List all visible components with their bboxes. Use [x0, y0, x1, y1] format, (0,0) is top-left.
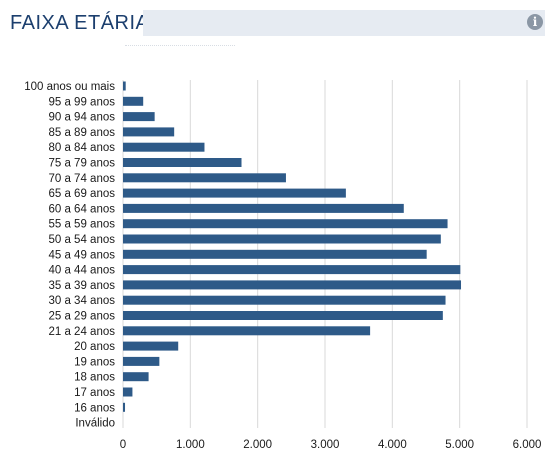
- category-label: 100 anos ou mais: [24, 81, 115, 93]
- category-label: 35 a 39 anos: [48, 280, 115, 292]
- category-label: 55 a 59 anos: [48, 219, 115, 231]
- x-tick-label: 5.000: [445, 439, 474, 451]
- panel-header: FAIXA ETÁRIA i: [10, 10, 545, 36]
- category-label: 30 a 34 anos: [48, 295, 115, 307]
- bar[interactable]: [123, 96, 144, 106]
- category-label: Inválido: [75, 418, 115, 430]
- category-label: 65 a 69 anos: [48, 188, 115, 200]
- category-label: 19 anos: [74, 356, 115, 368]
- category-label: 60 a 64 anos: [48, 203, 115, 215]
- category-label: 18 anos: [74, 372, 115, 384]
- info-icon[interactable]: i: [527, 14, 543, 30]
- bar[interactable]: [123, 341, 179, 351]
- bar[interactable]: [123, 188, 346, 198]
- category-label: 17 anos: [74, 387, 115, 399]
- bar[interactable]: [123, 402, 126, 412]
- bar[interactable]: [123, 112, 155, 122]
- bar[interactable]: [123, 203, 404, 213]
- bar-layer: [123, 81, 462, 412]
- bar[interactable]: [123, 387, 133, 397]
- title-bar: i: [143, 10, 545, 36]
- x-tick-label: 6.000: [513, 439, 542, 451]
- bar[interactable]: [123, 219, 448, 229]
- category-label: 50 a 54 anos: [48, 234, 115, 246]
- category-label: 20 anos: [74, 341, 115, 353]
- category-label: 40 a 44 anos: [48, 265, 115, 277]
- header-divider: [125, 45, 235, 47]
- x-tick-label: 4.000: [378, 439, 407, 451]
- category-label: 95 a 99 anos: [48, 96, 115, 108]
- category-label: 85 a 89 anos: [48, 127, 115, 139]
- bar[interactable]: [123, 356, 160, 366]
- bar[interactable]: [123, 81, 126, 91]
- category-labels: 100 anos ou mais 95 a 99 anos 90 a 94 anos…: [24, 81, 115, 430]
- bar[interactable]: [123, 372, 149, 382]
- panel-title: FAIXA ETÁRIA: [10, 12, 150, 34]
- bar[interactable]: [123, 234, 441, 244]
- x-tick-label: 0: [120, 439, 126, 451]
- bar[interactable]: [123, 295, 446, 305]
- category-label: 16 anos: [74, 402, 115, 414]
- bar[interactable]: [123, 158, 242, 167]
- category-label: 45 a 49 anos: [48, 249, 115, 261]
- bar[interactable]: [123, 142, 205, 152]
- bar[interactable]: [123, 280, 462, 290]
- bar[interactable]: [123, 311, 443, 320]
- category-label: 25 a 29 anos: [48, 311, 115, 323]
- bar[interactable]: [123, 127, 175, 137]
- bar[interactable]: [123, 326, 371, 336]
- bar[interactable]: [123, 265, 461, 275]
- category-label: 21 a 24 anos: [48, 326, 115, 338]
- x-tick-labels: 0 1.000 2.000 3.000 4.000 5.000 6.000: [120, 439, 542, 451]
- category-label: 70 a 74 anos: [48, 173, 115, 185]
- x-tick-label: 3.000: [311, 439, 340, 451]
- x-tick-label: 2.000: [243, 439, 272, 451]
- category-label: 90 a 94 anos: [48, 112, 115, 124]
- category-label: 80 a 84 anos: [48, 142, 115, 154]
- bar[interactable]: [123, 249, 427, 259]
- bar[interactable]: [123, 173, 286, 183]
- category-label: 75 a 79 anos: [48, 158, 115, 170]
- x-tick-label: 1.000: [176, 439, 205, 451]
